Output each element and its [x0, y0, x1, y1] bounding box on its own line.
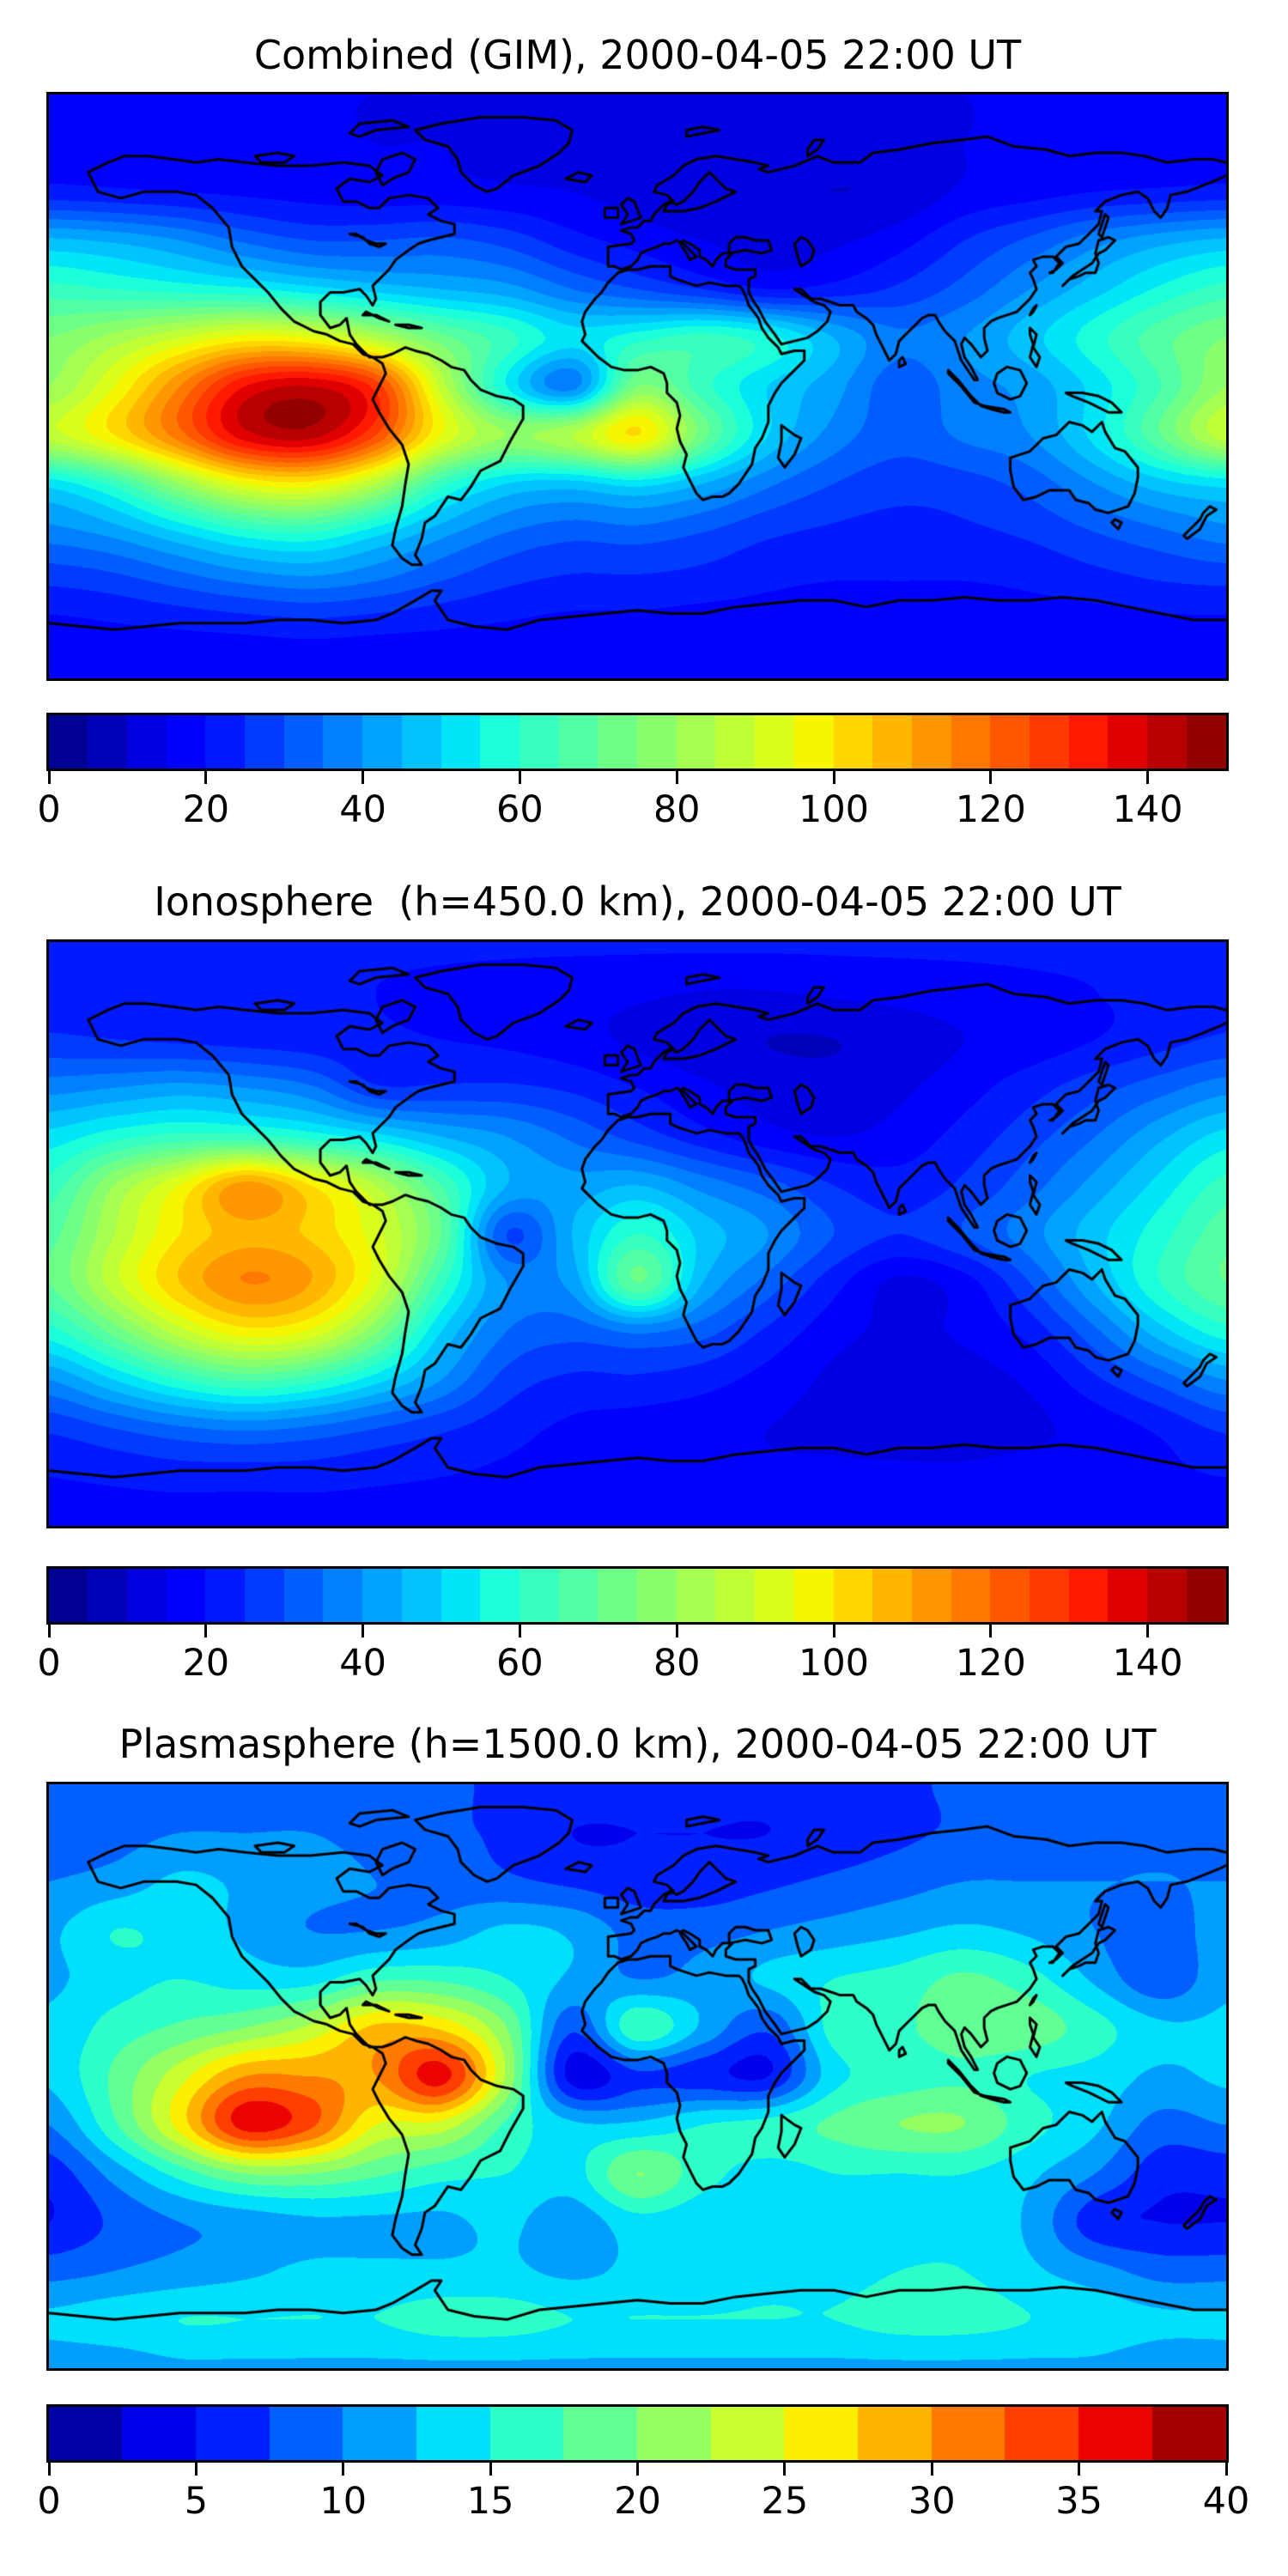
colorbar-tick-label: 0: [37, 788, 61, 831]
colorbar-tick-label: 10: [319, 2480, 368, 2523]
colorbar-tick: [518, 771, 521, 784]
colorbar-tick-label: 15: [466, 2480, 514, 2523]
colorbar-tick-label: 60: [496, 1642, 544, 1685]
colorbar-tick: [47, 1625, 51, 1637]
map-frame-plasmasphere: [46, 1782, 1229, 2371]
colorbar-tick-label: 25: [761, 2480, 809, 2523]
colorbar-canvas-plasmasphere: [49, 2407, 1226, 2460]
colorbar-tick: [518, 1625, 521, 1637]
colorbar-tick: [1078, 2463, 1081, 2476]
colorbar-tick: [989, 771, 993, 784]
colorbar-tick-label: 60: [496, 788, 544, 831]
colorbar-tick-label: 20: [182, 788, 230, 831]
colorbar-tick: [675, 1625, 678, 1637]
colorbar-canvas-combined: [49, 715, 1226, 769]
colorbar-tick-label: 5: [184, 2480, 209, 2523]
colorbar-tick-label: 0: [37, 2480, 61, 2523]
panel-title-ionosphere: Ionosphere (h=450.0 km), 2000-04-05 22:0…: [154, 878, 1121, 925]
colorbar-tick-label: 30: [908, 2480, 956, 2523]
colorbar-tick-label: 120: [955, 788, 1026, 831]
panel-title-combined: Combined (GIM), 2000-04-05 22:00 UT: [253, 32, 1022, 78]
world-heatmap-canvas-ionosphere: [49, 942, 1226, 1526]
colorbar-tick-label: 40: [339, 788, 386, 831]
colorbar-tick-label: 40: [1202, 2480, 1250, 2523]
map-frame-ionosphere: [46, 939, 1229, 1528]
colorbar-tick: [361, 771, 365, 784]
colorbar-tick: [194, 2463, 197, 2476]
colorbar-tick: [1224, 2463, 1228, 2476]
colorbar-tick-label: 100: [798, 1642, 870, 1685]
colorbar-tick-label: 120: [955, 1642, 1026, 1685]
colorbar-tick: [1146, 1625, 1150, 1637]
colorbar-frame-ionosphere: [46, 1566, 1229, 1625]
colorbar-frame-combined: [46, 713, 1229, 771]
colorbar-tick-label: 35: [1055, 2480, 1103, 2523]
colorbar-tick: [204, 1625, 208, 1637]
colorbar-tick-label: 140: [1112, 788, 1183, 831]
colorbar-tick: [832, 1625, 835, 1637]
colorbar-tick: [489, 2463, 492, 2476]
colorbar-tick: [636, 2463, 639, 2476]
colorbar-tick: [361, 1625, 365, 1637]
colorbar-tick-label: 80: [653, 788, 701, 831]
colorbar-tick: [675, 771, 678, 784]
colorbar-tick: [204, 771, 208, 784]
colorbar-canvas-ionosphere: [49, 1569, 1226, 1622]
colorbar-tick: [930, 2463, 933, 2476]
colorbar-tick-label: 40: [339, 1642, 386, 1685]
colorbar-tick-label: 20: [182, 1642, 230, 1685]
map-frame-combined: [46, 92, 1229, 681]
colorbar-frame-plasmasphere: [46, 2404, 1229, 2463]
world-heatmap-canvas-combined: [49, 94, 1226, 678]
world-heatmap-canvas-plasmasphere: [49, 1784, 1226, 2368]
colorbar-tick: [1146, 771, 1150, 784]
colorbar-tick: [832, 771, 835, 784]
colorbar-tick-label: 0: [37, 1642, 61, 1685]
panel-title-plasmasphere: Plasmasphere (h=1500.0 km), 2000-04-05 2…: [118, 1721, 1157, 1767]
colorbar-tick: [342, 2463, 345, 2476]
colorbar-tick: [47, 771, 51, 784]
colorbar-tick: [989, 1625, 993, 1637]
colorbar-tick-label: 20: [614, 2480, 661, 2523]
colorbar-tick-label: 100: [798, 788, 870, 831]
colorbar-tick: [47, 2463, 51, 2476]
colorbar-tick: [783, 2463, 787, 2476]
colorbar-tick-label: 140: [1112, 1642, 1183, 1685]
colorbar-tick-label: 80: [653, 1642, 701, 1685]
